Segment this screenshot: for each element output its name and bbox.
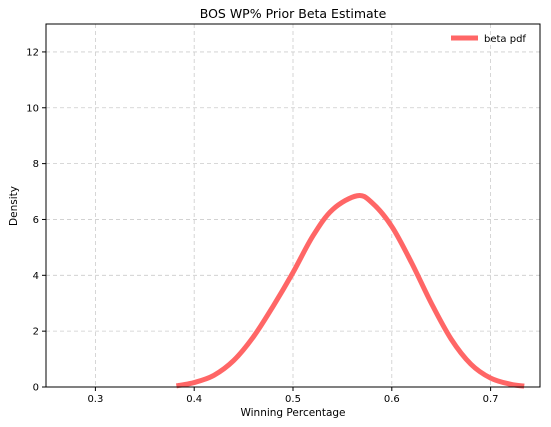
x-tick-label: 0.7 [483, 394, 499, 405]
x-tick-label: 0.3 [87, 394, 103, 405]
legend-label-beta-pdf: beta pdf [484, 34, 526, 45]
chart-title: BOS WP% Prior Beta Estimate [200, 6, 387, 21]
x-axis-label: Winning Percentage [240, 407, 345, 419]
y-tick-label: 10 [26, 103, 39, 114]
y-tick-label: 12 [26, 47, 39, 58]
series-line-beta-pdf [175, 192, 525, 389]
y-axis-label: Density [8, 186, 20, 226]
x-tick-label: 0.4 [186, 394, 202, 405]
y-tick-label: 2 [33, 327, 39, 338]
series-layer [175, 192, 525, 389]
legend: beta pdf [451, 34, 526, 45]
y-tick-label: 6 [33, 215, 39, 226]
x-tick-label: 0.6 [384, 394, 400, 405]
x-axis: 0.3 0.4 0.5 0.6 0.7 [87, 387, 499, 405]
y-axis: 0 2 4 6 8 10 12 [26, 47, 46, 394]
x-tick-label: 0.5 [285, 394, 301, 405]
y-tick-label: 4 [33, 271, 39, 282]
y-tick-label: 8 [33, 159, 39, 170]
y-tick-label: 0 [33, 383, 39, 394]
